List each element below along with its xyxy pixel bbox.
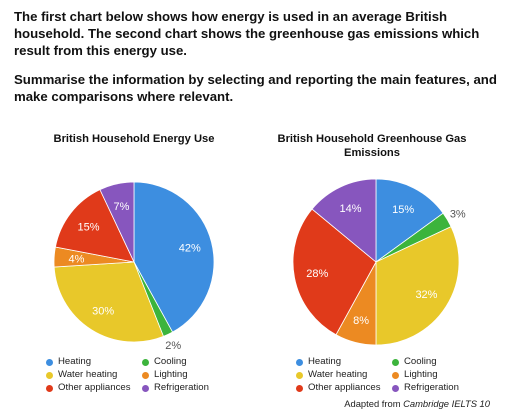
legend-swatch bbox=[46, 358, 53, 366]
legend-item-heating: Heating bbox=[46, 356, 142, 368]
pie-label-water-heating: 32% bbox=[415, 289, 437, 301]
legend-item-cooling: Cooling bbox=[142, 356, 246, 368]
pie-slice-heating bbox=[133, 181, 215, 333]
legend-label: Other appliances bbox=[308, 382, 381, 393]
pie-slice-other-appliances bbox=[292, 208, 377, 336]
legend-item-water-heating: Water heating bbox=[46, 369, 142, 381]
source-credit: Adapted from Cambridge IELTS 10 bbox=[344, 398, 490, 409]
pie-slice-water-heating bbox=[375, 226, 460, 346]
legend-swatch bbox=[46, 371, 53, 379]
legend-swatch bbox=[142, 358, 149, 366]
legend-swatch bbox=[296, 371, 303, 379]
pie-label-heating: 15% bbox=[392, 204, 414, 216]
pie-label-other-appliances: 28% bbox=[306, 268, 328, 280]
legend-swatch bbox=[296, 384, 303, 392]
pie-slice-refrigeration bbox=[99, 181, 135, 263]
pie-slice-heating bbox=[375, 178, 444, 263]
legend-label: Water heating bbox=[58, 369, 118, 380]
legend-label: Water heating bbox=[308, 369, 368, 380]
legend-swatch bbox=[392, 384, 399, 392]
legend-item-other-appliances: Other appliances bbox=[46, 382, 142, 394]
prompt-instructions: Summarise the information by selecting a… bbox=[14, 72, 497, 104]
legend-item-water-heating: Water heating bbox=[296, 369, 392, 381]
legend-swatch bbox=[392, 371, 399, 379]
legend-item-refrigeration: Refrigeration bbox=[142, 382, 246, 394]
legend-label: Refrigeration bbox=[154, 382, 209, 393]
task-prompt: The first chart below shows how energy i… bbox=[14, 8, 502, 117]
emissions-chart-title: British Household Greenhouse Gas Emissio… bbox=[277, 133, 467, 159]
source-book: Cambridge IELTS 10 bbox=[403, 398, 490, 409]
legend-swatch bbox=[296, 358, 303, 366]
pie-label-refrigeration: 14% bbox=[340, 203, 362, 215]
energy-legend: Heating Cooling Water heating Lighting Other… bbox=[46, 356, 246, 394]
emissions-legend: Heating Cooling Water heating Lighting Other… bbox=[296, 356, 496, 394]
prompt-intro: The first chart below shows how energy i… bbox=[14, 9, 480, 58]
legend-label: Heating bbox=[58, 356, 92, 367]
legend-swatch bbox=[142, 371, 149, 379]
legend-label: Lighting bbox=[154, 369, 188, 380]
legend-label: Cooling bbox=[154, 356, 187, 367]
legend-item-cooling: Cooling bbox=[392, 356, 496, 368]
legend-swatch bbox=[392, 358, 399, 366]
pie-label-refrigeration: 7% bbox=[113, 201, 129, 213]
pie-label-cooling: 2% bbox=[165, 340, 181, 352]
pie-label-cooling: 3% bbox=[450, 209, 466, 221]
legend-label: Cooling bbox=[404, 356, 437, 367]
legend-label: Refrigeration bbox=[404, 382, 459, 393]
pie-label-other-appliances: 15% bbox=[77, 222, 99, 234]
pie-label-lighting: 4% bbox=[69, 253, 85, 265]
legend-swatch bbox=[142, 384, 149, 392]
pie-slice-water-heating bbox=[53, 261, 164, 343]
pie-label-lighting: 8% bbox=[353, 315, 369, 327]
legend-item-lighting: Lighting bbox=[142, 369, 246, 381]
pie-label-water-heating: 30% bbox=[92, 306, 114, 318]
legend-label: Other appliances bbox=[58, 382, 131, 393]
energy-chart-title: British Household Energy Use bbox=[53, 133, 215, 145]
legend-item-lighting: Lighting bbox=[392, 369, 496, 381]
pie-label-heating: 42% bbox=[179, 243, 201, 255]
legend-item-refrigeration: Refrigeration bbox=[392, 382, 496, 394]
legend-item-heating: Heating bbox=[296, 356, 392, 368]
legend-swatch bbox=[46, 384, 53, 392]
source-prefix: Adapted from bbox=[344, 398, 404, 409]
legend-label: Heating bbox=[308, 356, 342, 367]
pie-slice-refrigeration bbox=[311, 178, 377, 263]
pie-slice-other-appliances bbox=[54, 189, 135, 263]
legend-item-other-appliances: Other appliances bbox=[296, 382, 392, 394]
legend-label: Lighting bbox=[404, 369, 438, 380]
